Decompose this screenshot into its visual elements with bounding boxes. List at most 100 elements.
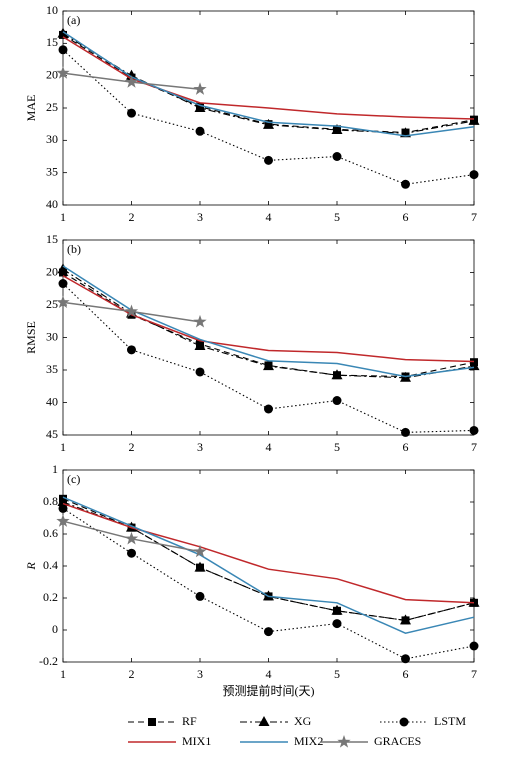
- series-line: [62, 507, 475, 660]
- legend-label: LSTM: [434, 714, 466, 728]
- y-axis-label: R: [24, 562, 38, 571]
- marker: [263, 590, 274, 601]
- marker: [332, 619, 342, 629]
- x-tick-label: 3: [197, 667, 203, 681]
- marker: [194, 102, 206, 112]
- marker: [469, 641, 479, 651]
- marker: [264, 627, 273, 637]
- x-axis-label: 预测提前时间(天): [223, 683, 315, 698]
- y-axis-label: RMSE: [24, 321, 38, 354]
- x-tick-label: 6: [403, 667, 409, 681]
- marker: [331, 369, 343, 380]
- y-tick-label: 35: [46, 164, 58, 178]
- x-tick-label: 6: [403, 210, 409, 224]
- marker: [193, 82, 207, 95]
- marker: [195, 367, 205, 377]
- series-line: [62, 498, 475, 621]
- y-tick-label: 30: [46, 132, 58, 146]
- y-tick-label: 40: [46, 197, 58, 211]
- marker: [263, 360, 274, 371]
- x-tick-label: 4: [266, 210, 272, 224]
- marker: [468, 114, 480, 125]
- y-tick-label: 0.4: [43, 558, 58, 572]
- marker: [332, 152, 342, 161]
- x-tick-label: 3: [197, 440, 203, 454]
- marker: [124, 531, 139, 545]
- series-line: [62, 501, 475, 621]
- marker: [193, 314, 207, 328]
- marker: [264, 155, 273, 165]
- x-tick-label: 5: [334, 210, 340, 224]
- marker: [124, 304, 139, 318]
- marker: [401, 654, 410, 664]
- marker: [337, 735, 351, 748]
- marker: [56, 66, 70, 79]
- marker: [58, 45, 68, 55]
- legend-label: XG: [294, 714, 312, 728]
- x-tick-label: 5: [334, 440, 340, 454]
- marker: [56, 295, 70, 309]
- y-tick-label: 1: [52, 462, 58, 476]
- panel-label: (b): [67, 242, 81, 256]
- legend-label: GRACES: [374, 734, 421, 748]
- y-tick-label: 30: [46, 329, 58, 343]
- x-tick-label: 4: [266, 440, 272, 454]
- marker: [400, 614, 411, 625]
- series-line: [62, 275, 475, 363]
- marker: [58, 503, 68, 513]
- legend-label: RF: [182, 714, 197, 728]
- x-tick-label: 2: [129, 210, 135, 224]
- marker: [195, 591, 205, 601]
- marker: [258, 716, 270, 726]
- marker: [194, 339, 206, 350]
- y-tick-label: 0.6: [43, 526, 58, 540]
- marker: [193, 544, 207, 558]
- marker: [57, 263, 69, 274]
- y-tick-label: 25: [46, 297, 58, 311]
- y-tick-label: 25: [46, 100, 58, 114]
- y-tick-label: 20: [46, 67, 58, 81]
- y-tick-label: 40: [46, 394, 58, 408]
- y-tick-label: 15: [46, 232, 58, 246]
- x-tick-label: 4: [266, 667, 272, 681]
- y-tick-label: -0.2: [39, 654, 58, 668]
- y-tick-label: 0: [52, 622, 58, 636]
- x-tick-label: 2: [129, 440, 135, 454]
- marker: [401, 179, 410, 189]
- x-tick-label: 3: [197, 210, 203, 224]
- y-tick-label: 20: [46, 264, 58, 278]
- marker: [58, 279, 68, 289]
- marker: [57, 27, 69, 38]
- y-tick-label: 0.2: [43, 590, 58, 604]
- marker: [399, 717, 409, 727]
- marker: [127, 548, 136, 558]
- x-tick-label: 1: [60, 667, 66, 681]
- marker: [332, 396, 342, 406]
- panel-label: (a): [67, 13, 80, 27]
- x-tick-label: 1: [60, 440, 66, 454]
- y-tick-label: 15: [46, 35, 58, 49]
- x-tick-label: 7: [471, 210, 477, 224]
- x-tick-label: 7: [471, 440, 477, 454]
- marker: [194, 561, 206, 572]
- y-tick-label: 10: [46, 3, 58, 17]
- y-tick-label: 45: [46, 427, 58, 441]
- marker: [148, 718, 156, 726]
- legend-label: MIX2: [294, 734, 323, 748]
- marker: [263, 118, 274, 129]
- marker: [56, 514, 70, 527]
- marker: [264, 404, 273, 414]
- x-tick-label: 1: [60, 210, 66, 224]
- marker: [124, 75, 139, 88]
- x-tick-label: 6: [403, 440, 409, 454]
- series-line: [62, 36, 475, 120]
- marker: [57, 496, 69, 506]
- series-line: [62, 502, 475, 604]
- series-line: [62, 496, 475, 634]
- marker: [401, 427, 410, 437]
- series-line: [62, 33, 475, 134]
- marker: [331, 604, 343, 615]
- marker: [469, 170, 479, 180]
- marker: [127, 345, 136, 355]
